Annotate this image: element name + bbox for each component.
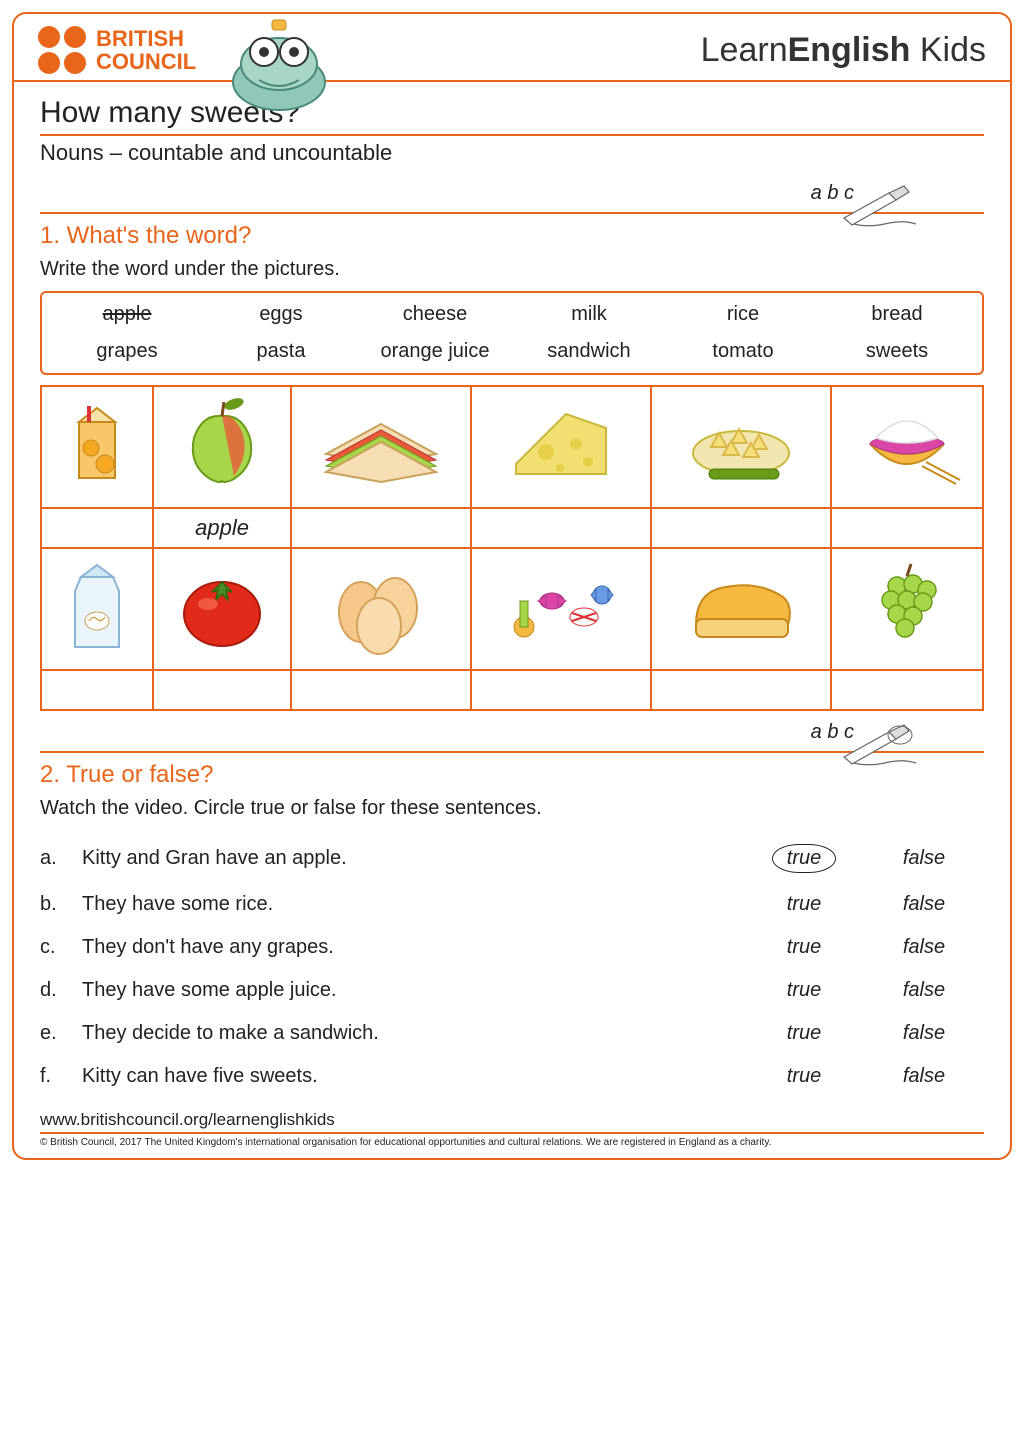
pic-tomato xyxy=(153,548,292,670)
answer-cell[interactable] xyxy=(651,508,831,548)
tf-false[interactable]: false xyxy=(864,936,984,959)
tf-letter: b. xyxy=(40,893,82,916)
tf-true[interactable]: true xyxy=(744,844,864,873)
section2-instruction: Watch the video. Circle true or false fo… xyxy=(40,797,984,820)
footer-url: www.britishcouncil.org/learnenglishkids xyxy=(40,1110,984,1130)
section1-instruction: Write the word under the pictures. xyxy=(40,258,984,281)
word-bank-item: sandwich xyxy=(516,340,662,363)
tf-false[interactable]: false xyxy=(864,847,984,870)
pic-pasta xyxy=(651,386,831,508)
footer: www.britishcouncil.org/learnenglishkids … xyxy=(14,1106,1010,1158)
lek-kids: Kids xyxy=(910,31,986,69)
answer-cell[interactable] xyxy=(291,508,471,548)
bc-text-council: COUNCIL xyxy=(96,50,196,73)
answer-cell[interactable] xyxy=(831,670,983,710)
page-subtitle: Nouns – countable and uncountable xyxy=(40,140,984,166)
pic-rice xyxy=(831,386,983,508)
word-bank-item: eggs xyxy=(208,303,354,326)
page-title: How many sweets? xyxy=(40,96,984,130)
tf-text: Kitty and Gran have an apple. xyxy=(82,847,744,870)
pic-eggs xyxy=(291,548,471,670)
pic-grapes xyxy=(831,548,983,670)
tf-row: b. They have some rice. true false xyxy=(40,883,984,926)
bc-text-british: BRITISH xyxy=(96,27,196,50)
answer-cell[interactable] xyxy=(41,670,153,710)
word-bank-item: apple xyxy=(54,303,200,326)
word-bank-item: grapes xyxy=(54,340,200,363)
tf-true[interactable]: true xyxy=(744,893,864,916)
mascot-icon xyxy=(214,12,344,112)
word-bank-item: sweets xyxy=(824,340,970,363)
footer-copyright: © British Council, 2017 The United Kingd… xyxy=(40,1132,984,1148)
tf-row: f. Kitty can have five sweets. true fals… xyxy=(40,1055,984,1098)
tf-text: They don't have any grapes. xyxy=(82,936,744,959)
answer-cell[interactable] xyxy=(153,670,292,710)
header: BRITISH COUNCIL LearnEnglish Kids xyxy=(14,14,1010,82)
content: How many sweets? Nouns – countable and u… xyxy=(14,82,1010,1106)
tf-true[interactable]: true xyxy=(744,936,864,959)
tf-letter: d. xyxy=(40,979,82,1002)
answer-cell[interactable] xyxy=(471,508,651,548)
answer-cell[interactable] xyxy=(831,508,983,548)
lek-learn: Learn xyxy=(701,31,788,69)
word-bank-item: tomato xyxy=(670,340,816,363)
answer-cell[interactable]: apple xyxy=(153,508,292,548)
section2-divider: a b c xyxy=(40,751,984,753)
word-bank-item: cheese xyxy=(362,303,508,326)
tf-text: They have some rice. xyxy=(82,893,744,916)
word-bank-item: milk xyxy=(516,303,662,326)
tf-false[interactable]: false xyxy=(864,1022,984,1045)
answer-cell[interactable] xyxy=(651,670,831,710)
tf-true[interactable]: true xyxy=(744,979,864,1002)
pic-sweets xyxy=(471,548,651,670)
tf-false[interactable]: false xyxy=(864,893,984,916)
tf-row: a. Kitty and Gran have an apple. true fa… xyxy=(40,834,984,883)
tf-text: They decide to make a sandwich. xyxy=(82,1022,744,1045)
tf-letter: e. xyxy=(40,1022,82,1045)
section1-divider: a b c xyxy=(40,212,984,214)
tf-true[interactable]: true xyxy=(744,1022,864,1045)
word-bank: apple eggs cheese milk rice bread grapes… xyxy=(40,291,984,375)
tf-letter: a. xyxy=(40,847,82,870)
pic-cheese xyxy=(471,386,651,508)
lek-english: English xyxy=(788,31,911,69)
tf-row: d. They have some apple juice. true fals… xyxy=(40,969,984,1012)
learnenglish-kids-logo: LearnEnglish Kids xyxy=(701,31,986,70)
worksheet-page: BRITISH COUNCIL LearnEnglish Kids How ma… xyxy=(12,12,1012,1160)
bc-dots-icon xyxy=(38,26,86,74)
tf-row: e. They decide to make a sandwich. true … xyxy=(40,1012,984,1055)
writing-hand-icon xyxy=(834,178,924,233)
word-bank-item: pasta xyxy=(208,340,354,363)
tf-letter: f. xyxy=(40,1065,82,1088)
answer-cell[interactable] xyxy=(41,508,153,548)
writing-hand-icon xyxy=(834,717,924,772)
pic-bread xyxy=(651,548,831,670)
pic-orange-juice xyxy=(41,386,153,508)
tf-false[interactable]: false xyxy=(864,979,984,1002)
tf-false[interactable]: false xyxy=(864,1065,984,1088)
answer-cell[interactable] xyxy=(471,670,651,710)
pic-milk xyxy=(41,548,153,670)
tf-text: They have some apple juice. xyxy=(82,979,744,1002)
picture-table: apple xyxy=(40,385,984,711)
tf-text: Kitty can have five sweets. xyxy=(82,1065,744,1088)
word-bank-item: rice xyxy=(670,303,816,326)
british-council-logo: BRITISH COUNCIL xyxy=(38,26,196,74)
tf-row: c. They don't have any grapes. true fals… xyxy=(40,926,984,969)
word-bank-item: bread xyxy=(824,303,970,326)
tf-letter: c. xyxy=(40,936,82,959)
tf-true[interactable]: true xyxy=(744,1065,864,1088)
pic-sandwich xyxy=(291,386,471,508)
word-bank-item: orange juice xyxy=(362,340,508,363)
answer-cell[interactable] xyxy=(291,670,471,710)
true-false-list: a. Kitty and Gran have an apple. true fa… xyxy=(40,834,984,1098)
pic-apple xyxy=(153,386,292,508)
